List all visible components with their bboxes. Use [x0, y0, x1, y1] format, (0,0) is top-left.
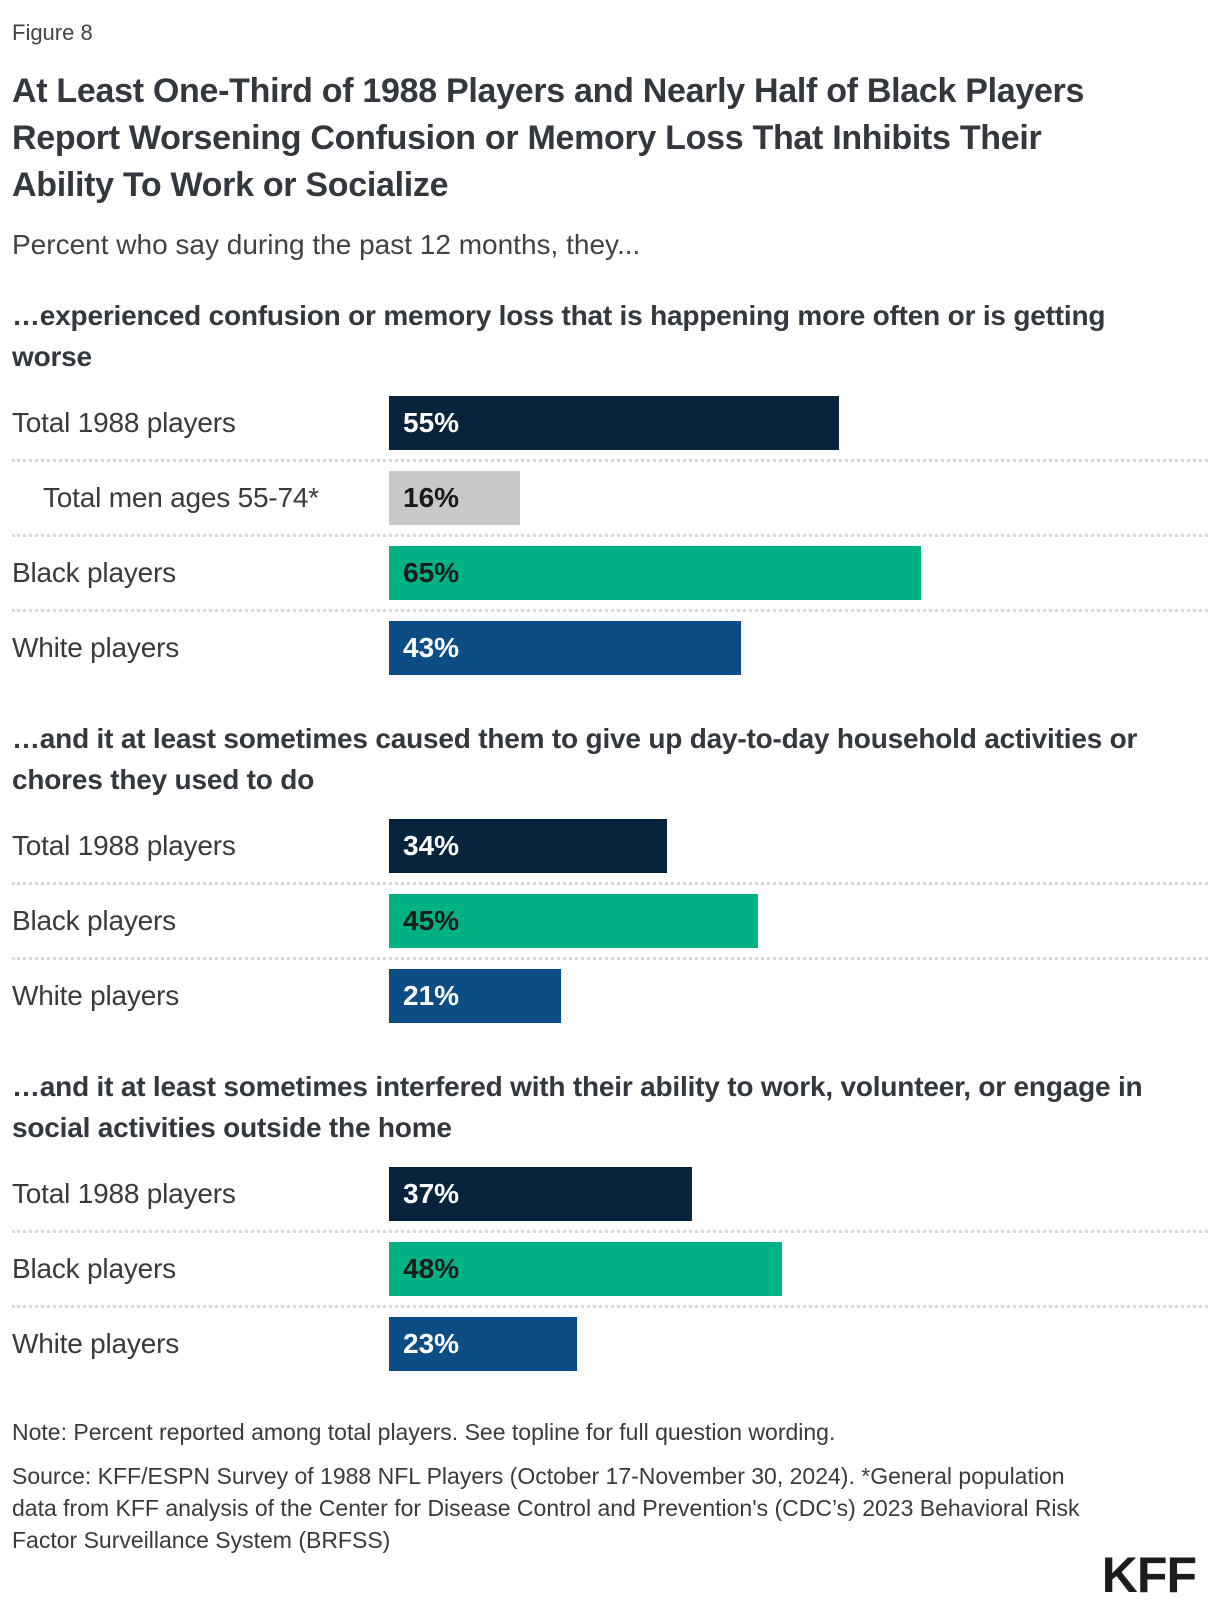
category-label: Total men ages 55-74*: [43, 482, 319, 513]
bar: 48%: [389, 1242, 783, 1296]
chart-section: …and it at least sometimes caused them t…: [12, 718, 1208, 1032]
figure-label: Figure 8: [12, 20, 93, 45]
bar-track: 55%: [389, 396, 1208, 450]
chart-section: …and it at least sometimes interfered wi…: [12, 1066, 1208, 1380]
section-rows: Total 1988 players 37% Black players 48%…: [12, 1158, 1208, 1380]
section-rows: Total 1988 players 34% Black players 45%…: [12, 810, 1208, 1032]
category-label: White players: [12, 980, 180, 1011]
bar-value-label: 48%: [403, 1253, 460, 1284]
chart-subtitle: Percent who say during the past 12 month…: [12, 229, 641, 260]
category-label: Total 1988 players: [12, 1178, 236, 1209]
bar-track: 37%: [389, 1167, 1208, 1221]
bar-track: 23%: [389, 1317, 1208, 1371]
bar-row: White players 23%: [12, 1305, 1208, 1380]
bar-track: 16%: [389, 471, 1208, 525]
section-heading: …and it at least sometimes interfered wi…: [12, 1071, 1143, 1143]
bar-value-label: 55%: [403, 407, 460, 438]
bar-row: White players 43%: [12, 609, 1208, 684]
bar: 43%: [389, 621, 742, 675]
kff-logo: KFF: [1101, 1547, 1197, 1603]
bar-value-label: 34%: [403, 830, 460, 861]
bar-row: Total 1988 players 55%: [12, 387, 1208, 459]
bar-value-label: 23%: [403, 1328, 460, 1359]
note-text: Note: Percent reported among total playe…: [12, 1419, 836, 1445]
bar-track: 48%: [389, 1242, 1208, 1296]
bar-row: Black players 45%: [12, 882, 1208, 957]
bar-value-label: 65%: [403, 557, 460, 588]
section-heading: …and it at least sometimes caused them t…: [12, 723, 1138, 795]
bar-value-label: 16%: [403, 482, 460, 513]
bar: 34%: [389, 819, 668, 873]
category-label: White players: [12, 632, 180, 663]
section-rows: Total 1988 players 55% Total men ages 55…: [12, 387, 1208, 684]
chart: …experienced confusion or memory loss th…: [12, 295, 1208, 1380]
bar: 65%: [389, 546, 922, 600]
page-title: At Least One-Third of 1988 Players and N…: [12, 72, 1085, 204]
bar: 21%: [389, 969, 561, 1023]
bar-track: 21%: [389, 969, 1208, 1023]
bar-row: Black players 65%: [12, 534, 1208, 609]
category-label: Total 1988 players: [12, 830, 236, 861]
footer: Note: Percent reported among total playe…: [12, 1416, 1208, 1556]
bar-value-label: 37%: [403, 1178, 460, 1209]
category-label: Total 1988 players: [12, 407, 236, 438]
category-label: Black players: [12, 557, 176, 588]
bar: 16%: [389, 471, 521, 525]
bar-row: Total 1988 players 37%: [12, 1158, 1208, 1230]
category-label: Black players: [12, 905, 176, 936]
bar-value-label: 21%: [403, 980, 460, 1011]
section-heading: …experienced confusion or memory loss th…: [12, 300, 1106, 372]
category-label: Black players: [12, 1253, 176, 1284]
bar-row: White players 21%: [12, 957, 1208, 1032]
bar-track: 43%: [389, 621, 1208, 675]
bar: 45%: [389, 894, 758, 948]
bar: 23%: [389, 1317, 578, 1371]
bar-row: Total men ages 55-74* 16%: [12, 459, 1208, 534]
bar-value-label: 43%: [403, 632, 460, 663]
bar: 37%: [389, 1167, 693, 1221]
bar-track: 65%: [389, 546, 1208, 600]
bar-track: 34%: [389, 819, 1208, 873]
category-label: White players: [12, 1328, 180, 1359]
bar: 55%: [389, 396, 840, 450]
chart-section: …experienced confusion or memory loss th…: [12, 295, 1208, 684]
bar-track: 45%: [389, 894, 1208, 948]
source-text: Source: KFF/ESPN Survey of 1988 NFL Play…: [12, 1463, 1080, 1553]
bar-row: Total 1988 players 34%: [12, 810, 1208, 882]
bar-value-label: 45%: [403, 905, 460, 936]
bar-row: Black players 48%: [12, 1230, 1208, 1305]
